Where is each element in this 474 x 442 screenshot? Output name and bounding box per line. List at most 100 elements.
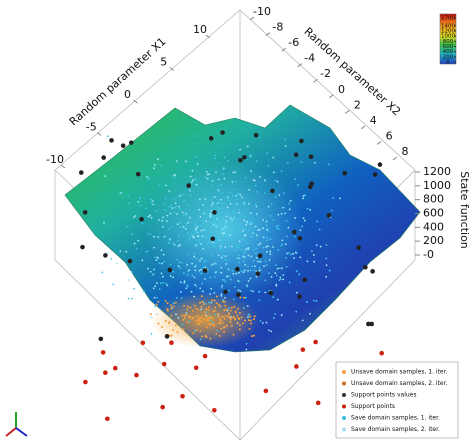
sample-dot [221,228,224,230]
sample-dot [295,310,298,313]
sample-dot [241,238,244,240]
sample-dot [193,255,196,258]
sample-dot [148,177,151,180]
sample-dot [161,262,163,265]
sample-dot [258,136,261,139]
sample-dot [170,307,173,310]
sample-dot [264,279,267,282]
sample-dot [245,342,248,345]
sample-dot [238,261,240,264]
sample-dot [234,310,237,313]
sample-dot [153,296,156,299]
sample-dot [267,245,269,248]
sample-dot [199,215,202,218]
sample-dot [246,285,249,288]
sample-dot [269,250,272,253]
support-dot [220,130,225,135]
support-dot [202,268,208,273]
sample-dot [170,314,173,317]
sample-dot [277,213,280,216]
sample-dot [247,202,250,205]
x-tick-label: 0 [124,88,131,101]
y-tick [265,32,271,36]
sample-dot [194,245,196,248]
sample-dot [236,203,239,205]
sample-dot [223,177,226,180]
sample-dot [224,255,227,257]
z-tick-label: 1000 [423,179,451,192]
support-dot [308,184,313,190]
sample-dot [237,289,240,292]
sample-dot [222,206,224,209]
sample-dot [173,243,176,246]
sample-dot [195,307,198,310]
sample-dot [207,306,210,309]
legend-label: Unsave domain samples, 2. iter. [351,380,448,387]
sample-dot [176,331,179,334]
sample-dot [242,271,245,274]
sample-dot [241,196,244,199]
sample-dot [172,198,175,201]
sample-dot [204,259,207,262]
sample-dot [183,314,186,317]
sample-dot [265,264,268,266]
sample-dot [259,319,262,322]
sample-dot [199,338,202,341]
support-dot [120,143,126,149]
sample-dot [153,246,156,249]
sample-dot [243,203,245,206]
sample-dot [195,231,198,233]
sample-dot [195,329,198,332]
sample-dot [181,211,184,214]
sample-dot [275,284,278,287]
sample-dot [177,239,179,242]
sample-dot [229,202,232,205]
sample-dot [180,261,183,264]
sample-dot [192,235,195,238]
sample-dot [152,273,155,276]
sample-dot [214,271,217,274]
sample-dot [236,198,239,201]
sample-dot [284,145,287,147]
sample-dot [180,291,182,293]
sample-dot [243,319,246,322]
sample-dot [252,290,254,293]
sample-dot [332,197,334,199]
sample-dot [229,321,232,324]
support-dot [299,138,304,144]
support-dot [210,236,216,242]
sample-dot [210,287,213,290]
sample-dot [284,212,287,215]
sample-dot [226,275,229,278]
y-tick-label: 4 [370,114,377,127]
sample-dot [196,235,199,237]
sample-dot [221,285,223,287]
surface-shade [145,160,305,300]
sample-dot [264,179,266,182]
sample-dot [220,198,222,201]
sample-dot [225,308,228,311]
sample-dot [153,268,156,271]
sample-dot [168,227,170,230]
sample-dot [218,321,221,324]
support-dot [342,170,348,176]
sample-dot [177,265,180,268]
sample-dot [330,209,333,212]
sample-dot [240,270,243,273]
support-dot [212,210,217,215]
sample-dot [150,201,153,204]
sample-dot [243,307,245,309]
z-tick-label: -0 [423,248,434,261]
sample-dot [211,213,213,216]
sample-dot [220,319,223,322]
sample-dot [251,265,254,268]
sample-dot [215,225,218,228]
sample-dot [293,257,296,260]
sample-dot [172,305,175,308]
sample-dot [219,208,222,211]
sample-dot [125,250,128,253]
y-tick-label: 2 [354,98,361,111]
sample-dot [234,202,237,205]
support-dot [161,361,167,367]
sample-dot [215,332,218,335]
